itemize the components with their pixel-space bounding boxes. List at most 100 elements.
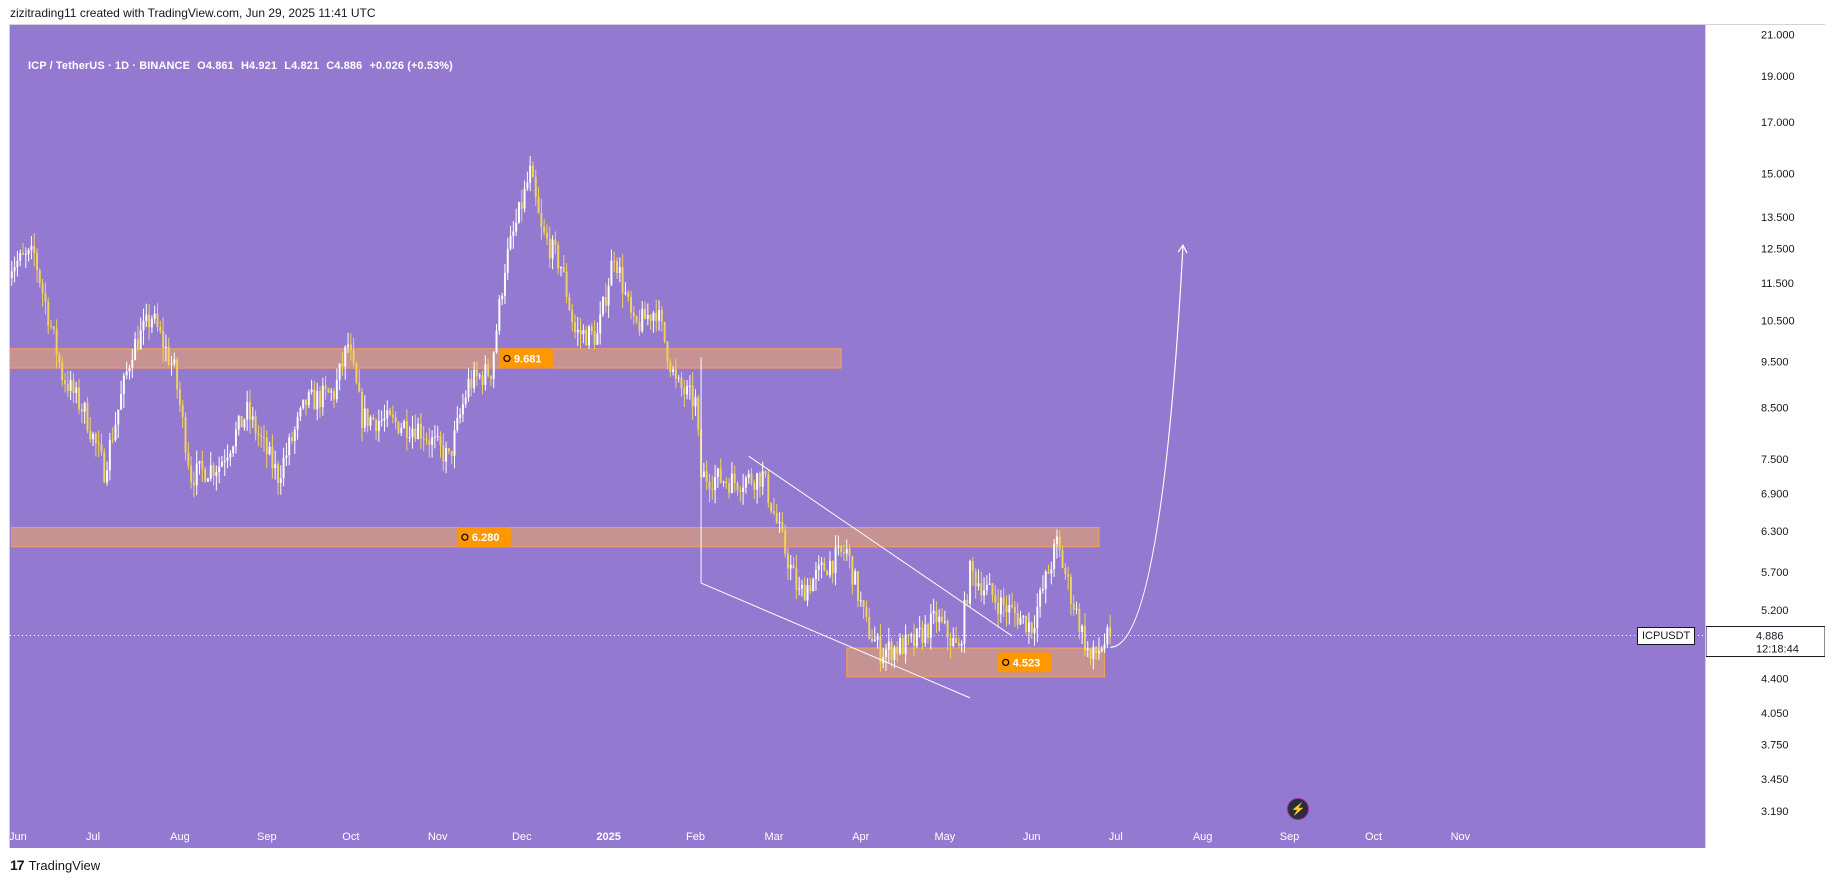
candle-body bbox=[274, 464, 277, 469]
candle-body bbox=[30, 245, 33, 250]
price-tick-label: 15.000 bbox=[1761, 168, 1795, 180]
candle-body bbox=[974, 571, 977, 587]
time-tick-label: Nov bbox=[1451, 831, 1471, 843]
candle-body bbox=[1089, 648, 1092, 659]
chart-area[interactable]: 9.681 6.280 4.523 ICP / TetherUS · 1D · BI… bbox=[10, 25, 1705, 823]
candle-body bbox=[190, 465, 193, 483]
candle-body bbox=[305, 399, 307, 406]
candle-body bbox=[955, 638, 958, 644]
candle-body bbox=[842, 551, 845, 554]
candle-body bbox=[991, 583, 994, 596]
candle-body bbox=[714, 476, 717, 490]
candle-body bbox=[907, 634, 910, 637]
candle-body bbox=[985, 584, 988, 591]
candle-body bbox=[475, 369, 478, 377]
candle-body bbox=[593, 331, 596, 345]
candle-body bbox=[1086, 648, 1089, 651]
candle-body bbox=[456, 417, 459, 430]
price-tick-label: 13.500 bbox=[1761, 212, 1795, 224]
candle-body bbox=[574, 322, 576, 333]
candle-body bbox=[131, 359, 134, 368]
candle-body bbox=[33, 245, 36, 254]
zone-price-label[interactable]: 9.681 bbox=[498, 348, 553, 369]
candle-body bbox=[630, 296, 633, 313]
candle-body bbox=[1055, 536, 1058, 545]
candle-body bbox=[120, 393, 123, 410]
candle-body bbox=[806, 585, 809, 601]
candle-body bbox=[828, 560, 831, 576]
candle-body bbox=[834, 547, 837, 574]
candle-body bbox=[243, 419, 246, 428]
candle-body bbox=[268, 446, 271, 455]
price-axis[interactable]: 21.000 19.000 17.000 15.000 13.500 12.500 11.5… bbox=[1705, 25, 1825, 848]
candle-body bbox=[173, 359, 176, 364]
candle-body bbox=[1041, 589, 1044, 591]
candle-body bbox=[170, 363, 173, 365]
tradingview-brand[interactable]: 17 TradingView bbox=[10, 857, 100, 873]
candle-body bbox=[980, 583, 983, 596]
candle-body bbox=[977, 583, 980, 587]
zone-price-label[interactable]: 4.523 bbox=[997, 652, 1052, 673]
projection-curve[interactable] bbox=[1110, 245, 1184, 648]
candle-body bbox=[1106, 627, 1109, 645]
candle-body bbox=[47, 301, 50, 327]
candle-body bbox=[293, 429, 296, 441]
candle-body bbox=[44, 292, 47, 302]
candle-body bbox=[277, 464, 279, 484]
candle-body bbox=[271, 446, 274, 469]
support-resistance-zone[interactable] bbox=[11, 527, 1100, 548]
candle-body bbox=[607, 285, 610, 306]
trend-line[interactable] bbox=[748, 455, 1013, 637]
candle-body bbox=[450, 450, 453, 456]
price-axis-labels: 21.000 19.000 17.000 15.000 13.500 12.500 11.5… bbox=[1706, 30, 1825, 818]
arrow-head-icon bbox=[1177, 244, 1188, 254]
candle-body bbox=[459, 414, 462, 418]
price-tick-label: 5.700 bbox=[1761, 567, 1789, 579]
candle-body bbox=[868, 616, 871, 639]
candle-body bbox=[234, 429, 237, 447]
candle-body bbox=[764, 471, 767, 475]
candle-body bbox=[464, 397, 467, 405]
candle-body bbox=[655, 312, 658, 321]
candle-body bbox=[80, 409, 83, 412]
candle-body bbox=[896, 646, 899, 654]
candle-body bbox=[470, 378, 473, 389]
candle-body bbox=[722, 481, 725, 483]
time-tick-label: Sep bbox=[1280, 831, 1300, 843]
candle-body bbox=[24, 253, 27, 255]
candle-body bbox=[781, 521, 784, 531]
candle-body bbox=[13, 267, 16, 272]
candle-body bbox=[52, 326, 55, 329]
zone-price-label[interactable]: 6.280 bbox=[456, 527, 511, 548]
candle-body bbox=[1016, 613, 1019, 625]
trend-line[interactable] bbox=[700, 582, 971, 699]
price-chart[interactable]: 9.681 6.280 4.523 bbox=[10, 25, 1705, 823]
candle-body bbox=[997, 602, 1000, 615]
price-tick-label: 19.000 bbox=[1761, 71, 1795, 83]
candle-body bbox=[865, 606, 868, 617]
candle-body bbox=[145, 314, 148, 321]
candle-body bbox=[218, 466, 221, 473]
time-tick-label: Sep bbox=[257, 831, 277, 843]
candle-body bbox=[798, 588, 801, 590]
candle-body bbox=[153, 313, 156, 319]
candle-body bbox=[347, 344, 350, 347]
lightning-icon[interactable]: ⚡ bbox=[1287, 798, 1309, 820]
candle-body bbox=[436, 435, 439, 437]
time-axis[interactable]: Jun Jul Aug Sep Oct Nov Dec 2025 Feb Mar Apr May Jun… bbox=[10, 823, 1705, 848]
candle-body bbox=[520, 202, 523, 209]
price-tick-label: 17.000 bbox=[1761, 117, 1795, 129]
support-resistance-zone[interactable] bbox=[10, 348, 842, 369]
support-resistance-zone[interactable] bbox=[846, 647, 1106, 678]
symbol-legend: ICP / TetherUS · 1D · BINANCE O4.861 H4.… bbox=[28, 60, 457, 72]
candle-body bbox=[730, 473, 733, 493]
time-tick-label: Jul bbox=[1109, 831, 1123, 843]
candle-body bbox=[97, 443, 100, 445]
candle-body bbox=[316, 391, 319, 410]
candle-body bbox=[128, 367, 131, 372]
candle-body bbox=[397, 422, 400, 434]
candle-body bbox=[742, 487, 745, 492]
candle-body bbox=[400, 427, 403, 434]
candle-body bbox=[697, 397, 700, 430]
price-tick-label: 12.500 bbox=[1761, 243, 1795, 255]
